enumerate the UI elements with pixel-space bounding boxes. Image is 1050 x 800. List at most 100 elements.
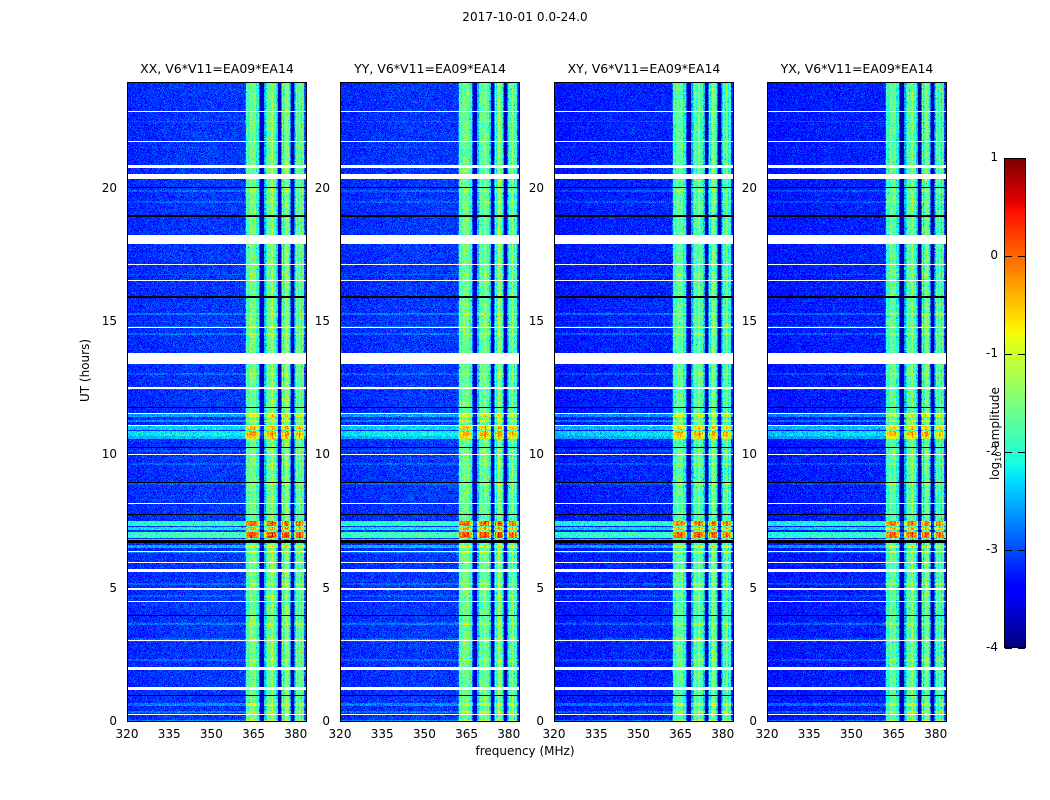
colorbar-tick-mark bbox=[1018, 648, 1025, 649]
x-tick-label: 320 bbox=[755, 727, 779, 741]
x-tick-mark bbox=[895, 721, 896, 722]
y-tick-label: 5 bbox=[749, 580, 757, 595]
x-tick-label: 380 bbox=[284, 727, 308, 741]
y-tick-mark bbox=[767, 190, 768, 191]
x-tick-mark bbox=[510, 82, 511, 83]
x-tick-mark bbox=[555, 82, 556, 83]
colorbar-tick-mark bbox=[1005, 550, 1012, 551]
panel-xx: XX, V6*V11=EA09*EA14 320 335 350 365 380 0 5 10… bbox=[102, 61, 307, 741]
colorbar-tick-mark bbox=[1005, 256, 1012, 257]
y-tick-label: 15 bbox=[101, 314, 117, 328]
x-tick-label: 335 bbox=[797, 727, 821, 741]
y-tick-mark bbox=[554, 323, 555, 324]
x-tick-mark bbox=[682, 721, 683, 722]
x-tick-label: 320 bbox=[115, 727, 139, 741]
y-tick-mark bbox=[767, 323, 768, 324]
x-tick-mark bbox=[555, 721, 556, 722]
y-tick-mark bbox=[127, 323, 128, 324]
x-tick-label: 380 bbox=[711, 727, 735, 741]
y-tick-label: 20 bbox=[314, 180, 330, 195]
y-tick-label: 15 bbox=[528, 314, 544, 328]
panel-xy: XY, V6*V11=EA09*EA14 320 335 350 365 380 0 5 10… bbox=[529, 61, 734, 741]
y-axis-label: UT (hours) bbox=[78, 338, 92, 402]
y-tick-label: 0 bbox=[536, 714, 544, 728]
x-tick-mark bbox=[425, 721, 426, 722]
y-tick-mark bbox=[767, 590, 768, 591]
x-tick-label: 350 bbox=[839, 727, 863, 741]
axes-xy bbox=[554, 82, 734, 722]
x-tick-mark bbox=[724, 82, 725, 83]
y-tick-label: 0 bbox=[322, 714, 330, 728]
x-tick-label: 350 bbox=[199, 727, 223, 741]
y-tick-mark bbox=[127, 590, 128, 591]
y-tick-label: 0 bbox=[109, 714, 117, 728]
y-tick-mark bbox=[946, 456, 947, 457]
x-tick-mark bbox=[510, 721, 511, 722]
x-tick-mark bbox=[768, 721, 769, 722]
colorbar-label-suffix: amplitude bbox=[988, 387, 1002, 452]
x-tick-mark bbox=[468, 721, 469, 722]
x-tick-mark bbox=[170, 721, 171, 722]
x-tick-mark bbox=[468, 82, 469, 83]
x-tick-mark bbox=[255, 721, 256, 722]
spectrogram-image-yy bbox=[341, 83, 519, 721]
x-tick-mark bbox=[128, 721, 129, 722]
x-tick-label: 335 bbox=[370, 727, 394, 741]
panel-yy: YY, V6*V11=EA09*EA14 320 335 350 365 380 0 5 10… bbox=[315, 61, 520, 741]
x-tick-mark bbox=[255, 82, 256, 83]
x-tick-mark bbox=[212, 721, 213, 722]
x-tick-mark bbox=[768, 82, 769, 83]
y-tick-mark bbox=[340, 323, 341, 324]
y-tick-label: 20 bbox=[101, 180, 117, 195]
y-tick-label: 5 bbox=[109, 580, 117, 595]
x-tick-mark bbox=[639, 82, 640, 83]
panel-title-yy: YY, V6*V11=EA09*EA14 bbox=[354, 61, 506, 76]
colorbar-tick-label: -1 bbox=[986, 346, 998, 360]
x-tick-mark bbox=[170, 82, 171, 83]
colorbar: -4 -3 -2 -1 0 1 bbox=[986, 150, 1026, 654]
colorbar-tick-label: -4 bbox=[986, 640, 998, 654]
colorbar-tick-label: -2 bbox=[986, 444, 998, 458]
x-tick-label: 335 bbox=[584, 727, 608, 741]
colorbar-tick-mark bbox=[1018, 158, 1025, 159]
y-tick-label: 20 bbox=[528, 180, 544, 195]
y-tick-label: 5 bbox=[322, 580, 330, 595]
axes-xx bbox=[127, 82, 307, 722]
y-tick-label: 15 bbox=[314, 314, 330, 328]
colorbar-label: log10 amplitude bbox=[988, 387, 1003, 480]
y-tick-label: 15 bbox=[741, 314, 757, 328]
colorbar-tick-mark bbox=[1018, 256, 1025, 257]
colorbar-tick-mark bbox=[1005, 354, 1012, 355]
colorbar-label-subscript: 10 bbox=[994, 451, 1003, 462]
x-tick-mark bbox=[810, 721, 811, 722]
x-tick-label: 350 bbox=[626, 727, 650, 741]
y-tick-mark bbox=[127, 190, 128, 191]
y-tick-label: 10 bbox=[528, 447, 544, 462]
y-tick-mark bbox=[946, 323, 947, 324]
x-tick-label: 380 bbox=[497, 727, 521, 741]
colorbar-tick-mark bbox=[1018, 452, 1025, 453]
colorbar-image bbox=[1005, 159, 1025, 647]
figure-suptitle: 2017-10-01 0.0-24.0 bbox=[462, 10, 588, 24]
x-tick-mark bbox=[341, 82, 342, 83]
x-tick-mark bbox=[682, 82, 683, 83]
panel-yx: YX, V6*V11=EA09*EA14 320 335 350 365 380 0 5 10… bbox=[742, 61, 947, 741]
y-tick-label: 10 bbox=[314, 447, 330, 462]
colorbar-tick-label: 1 bbox=[990, 150, 998, 164]
x-tick-mark bbox=[895, 82, 896, 83]
x-tick-mark bbox=[597, 721, 598, 722]
y-tick-mark bbox=[554, 456, 555, 457]
x-tick-mark bbox=[383, 82, 384, 83]
x-tick-mark bbox=[212, 82, 213, 83]
x-tick-mark bbox=[937, 721, 938, 722]
x-tick-label: 380 bbox=[924, 727, 948, 741]
x-tick-mark bbox=[852, 721, 853, 722]
spectrogram-image-xy bbox=[555, 83, 733, 721]
x-tick-label: 320 bbox=[542, 727, 566, 741]
x-tick-label: 365 bbox=[242, 727, 266, 741]
x-tick-label: 350 bbox=[412, 727, 436, 741]
y-tick-mark bbox=[946, 190, 947, 191]
x-tick-mark bbox=[639, 721, 640, 722]
x-tick-mark bbox=[597, 82, 598, 83]
